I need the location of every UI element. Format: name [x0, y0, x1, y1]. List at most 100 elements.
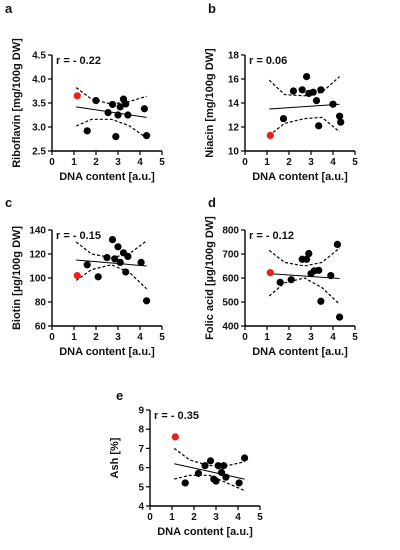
- highlighted-data-point: [266, 269, 274, 277]
- data-point: [329, 100, 337, 108]
- x-tick-label: 0: [49, 332, 55, 343]
- data-point: [287, 276, 295, 284]
- x-axis-label: DNA content [a.u.]: [252, 346, 348, 358]
- y-tick-label: 60: [35, 322, 47, 333]
- data-point: [303, 255, 311, 263]
- correlation-label: r = 0.06: [249, 55, 287, 67]
- data-point: [114, 111, 122, 119]
- data-point: [116, 258, 124, 266]
- ci-upper-band: [75, 87, 147, 105]
- y-tick-label: 600: [222, 274, 239, 285]
- data-point: [108, 100, 117, 109]
- data-point: [298, 86, 306, 94]
- data-point: [333, 240, 341, 248]
- data-point: [305, 249, 313, 258]
- y-tick-label: 4.0: [32, 75, 46, 86]
- correlation-label: r = - 0.35: [154, 410, 199, 422]
- x-tick-label: 0: [242, 332, 248, 343]
- ci-lower-band: [268, 277, 341, 305]
- y-tick-label: 140: [29, 226, 46, 237]
- data-point: [112, 133, 120, 141]
- data-point: [214, 462, 222, 470]
- data-point: [122, 268, 130, 276]
- data-point: [222, 473, 230, 481]
- x-tick-label: 4: [330, 157, 336, 168]
- y-axis-label: Riboflavin [mg/100g DW]: [11, 38, 23, 168]
- x-tick-label: 4: [137, 332, 143, 343]
- data-point: [212, 477, 220, 485]
- y-tick-label: 4: [138, 502, 144, 513]
- data-point: [104, 109, 112, 117]
- data-point: [279, 115, 288, 123]
- y-tick-label: 6: [138, 463, 144, 474]
- x-tick-label: 5: [257, 512, 263, 523]
- chart-panel-c: c 0 1 2 3 4 5 60 80 100 120 140 DNA content [a.u.] Bi…: [5, 195, 165, 358]
- data-point: [317, 297, 325, 305]
- ci-lower-band: [75, 264, 148, 290]
- data-point: [194, 469, 202, 477]
- highlighted-data-point: [73, 272, 81, 280]
- x-tick-label: 3: [308, 332, 314, 343]
- y-tick-label: 5: [138, 482, 144, 493]
- x-axis-label: DNA content [a.u.]: [59, 171, 155, 183]
- data-point: [111, 255, 119, 263]
- y-tick-label: 800: [222, 226, 239, 237]
- x-tick-label: 1: [71, 157, 77, 168]
- ci-upper-band: [268, 247, 340, 267]
- panel-letter: c: [5, 195, 12, 210]
- y-axis-label: Biotin [µg/100g DW]: [11, 226, 23, 330]
- data-point: [315, 266, 323, 274]
- x-axis-label: DNA content [a.u.]: [157, 526, 253, 538]
- y-tick-label: 18: [228, 51, 240, 62]
- correlation-label: r = - 0.22: [56, 55, 101, 67]
- x-tick-label: 5: [352, 332, 358, 343]
- y-tick-label: 80: [35, 298, 47, 309]
- x-tick-label: 0: [242, 157, 248, 168]
- y-tick-label: 3.0: [32, 123, 46, 134]
- data-point: [235, 479, 243, 487]
- x-tick-label: 1: [71, 332, 77, 343]
- x-tick-label: 2: [93, 332, 99, 343]
- y-tick-label: 12: [228, 123, 240, 134]
- y-tick-label: 8: [138, 425, 144, 436]
- panel-letter: a: [5, 1, 13, 16]
- x-tick-label: 4: [235, 512, 241, 523]
- data-point: [217, 468, 226, 476]
- ci-upper-band: [268, 76, 340, 97]
- ci-upper-band: [173, 447, 245, 467]
- x-tick-label: 3: [115, 332, 121, 343]
- data-point: [337, 118, 345, 126]
- x-tick-label: 3: [308, 157, 314, 168]
- data-point: [83, 261, 91, 269]
- x-tick-label: 4: [330, 332, 336, 343]
- data-point: [116, 103, 124, 111]
- y-tick-label: 100: [29, 274, 46, 285]
- highlighted-data-point: [73, 92, 81, 100]
- data-point: [181, 479, 189, 487]
- y-tick-label: 14: [228, 99, 240, 110]
- x-tick-label: 0: [147, 512, 153, 523]
- y-tick-label: 400: [222, 322, 239, 333]
- panel-letter: d: [208, 195, 216, 210]
- data-point: [143, 132, 151, 140]
- x-tick-label: 2: [286, 332, 292, 343]
- x-axis-label: DNA content [a.u.]: [59, 346, 155, 358]
- x-tick-label: 1: [264, 157, 270, 168]
- x-axis-label: DNA content [a.u.]: [252, 171, 348, 183]
- data-point: [241, 454, 249, 462]
- data-point: [289, 87, 297, 95]
- data-point: [114, 243, 122, 251]
- data-point: [83, 127, 91, 135]
- x-tick-label: 5: [352, 157, 358, 168]
- chart-panel-a: a 0 1 2 3 4 5 2.5 3.0 3.5 4.0 4.5 DNA content [a.u.]…: [5, 1, 165, 183]
- data-point: [103, 254, 111, 262]
- data-point: [336, 112, 344, 120]
- y-axis-label: Niacin [mg/100g DW]: [204, 48, 216, 158]
- data-point: [303, 73, 311, 81]
- data-point: [309, 88, 317, 96]
- y-tick-label: 500: [222, 298, 239, 309]
- y-tick-label: 7: [138, 444, 144, 455]
- highlighted-data-point: [171, 433, 179, 441]
- data-point: [124, 252, 132, 260]
